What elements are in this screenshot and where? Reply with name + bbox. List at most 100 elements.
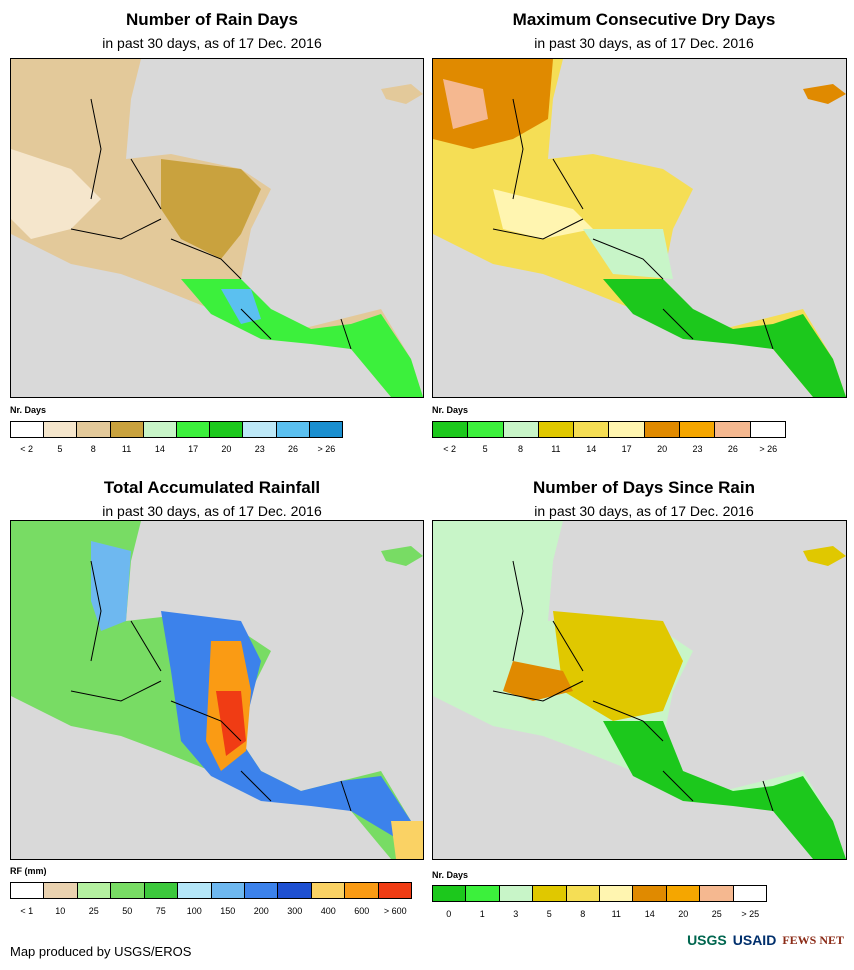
legend-tick-label: 20 <box>221 444 232 454</box>
days-since-rain-map <box>432 520 847 860</box>
yellow-region <box>391 821 423 859</box>
rain-days-map <box>10 58 424 398</box>
legend-tick-label: 1 <box>479 909 485 919</box>
legend-swatch <box>309 422 343 437</box>
legend-tick-label: 75 <box>155 906 166 916</box>
borders <box>492 98 774 350</box>
legend-tick-label: 100 <box>186 906 202 916</box>
legend-swatch <box>499 886 534 901</box>
legend-swatch <box>77 883 112 898</box>
legend-unit: RF (mm) <box>10 866 47 876</box>
legend-tick-label: 5 <box>57 444 63 454</box>
dry-days-map-svg <box>433 59 846 397</box>
land-mass <box>433 59 846 397</box>
legend-tick-label: 17 <box>621 444 632 454</box>
islands <box>381 546 423 566</box>
panel-subtitle: in past 30 days, as of 17 Dec. 2016 <box>102 35 322 51</box>
logo-strip: USGS USAID FEWS NET <box>687 932 844 948</box>
islands <box>381 84 423 104</box>
legend-ticks: < 1 10 25 50 75 100 150 200 300 400 600 > 600 <box>10 906 412 920</box>
legend-tick-label: 300 <box>287 906 303 916</box>
legend-tick-label: < 1 <box>20 906 34 916</box>
legend-tick-label: 3 <box>513 909 519 919</box>
legend-tick-label: 14 <box>154 444 165 454</box>
legend-swatch <box>566 886 601 901</box>
legend-swatch <box>378 883 412 898</box>
panel-total-rainfall: Total Accumulated Rainfall in past 30 da… <box>0 468 424 918</box>
legend-swatch <box>11 883 45 898</box>
panel-subtitle: in past 30 days, as of 17 Dec. 2016 <box>102 503 322 519</box>
borders <box>492 560 774 812</box>
legend-tick-label: < 2 <box>443 444 457 454</box>
legend-tick-label: 8 <box>90 444 96 454</box>
wet-region <box>181 279 423 397</box>
legend-tick-label: > 600 <box>383 906 407 916</box>
legend-bar <box>10 882 412 899</box>
panel-title: Maximum Consecutive Dry Days <box>512 10 776 29</box>
legend-tick-label: 20 <box>678 909 689 919</box>
legend-tick-label: 8 <box>517 444 524 454</box>
legend-swatch <box>143 422 178 437</box>
legend-tick-label: 23 <box>692 444 703 454</box>
legend-tick-label: 11 <box>121 444 132 454</box>
legend-tick-label: 8 <box>580 909 586 919</box>
legend-swatch <box>44 422 78 437</box>
legend-tick-label: 400 <box>320 906 336 916</box>
legend-swatch <box>177 422 211 437</box>
legend-swatch <box>574 422 610 437</box>
legend-tick-label: 0 <box>446 909 452 919</box>
legend-tick-label: 25 <box>88 906 99 916</box>
legend-swatch <box>503 422 539 437</box>
legend-bar <box>10 421 343 438</box>
legend-tick-label: 11 <box>611 909 621 919</box>
legend-swatch <box>700 886 734 901</box>
total-rainfall-map-svg <box>11 521 423 859</box>
legend-swatch <box>600 886 634 901</box>
legend-swatch <box>110 422 144 437</box>
dry-region-orange <box>433 59 553 149</box>
legend-tick-label: 14 <box>644 909 655 919</box>
legend-bar <box>432 885 767 902</box>
legend-swatch <box>111 883 145 898</box>
wet-region <box>603 279 846 397</box>
highland-region <box>161 159 261 259</box>
legend-ticks: 0 1 3 5 8 11 14 20 25 > 25 <box>432 909 767 923</box>
usaid-logo: USAID <box>732 932 777 948</box>
legend-swatch <box>644 422 681 437</box>
legend-ticks: < 2 5 8 11 14 17 20 23 26 > 26 <box>432 444 786 458</box>
legend-swatch <box>680 422 716 437</box>
panel-title: Total Accumulated Rainfall <box>103 478 321 497</box>
panel-subtitle: in past 30 days, as of 17 Dec. 2016 <box>534 35 754 51</box>
panel-rain-days: Number of Rain Days in past 30 days, as … <box>0 0 424 454</box>
legend-tick-label: > 26 <box>317 444 336 454</box>
borders <box>70 560 352 812</box>
very-wet-region <box>221 289 261 324</box>
legend-tick-label: > 25 <box>741 909 760 919</box>
legend-tick-label: 14 <box>586 444 597 454</box>
legend-unit: Nr. Days <box>10 405 47 415</box>
legend-tick-label: 25 <box>711 909 722 919</box>
legend-tick-label: 10 <box>55 906 66 916</box>
fews-net-logo: FEWS NET <box>782 932 844 947</box>
legend-swatch <box>11 422 45 437</box>
legend-bar <box>432 421 786 438</box>
yellow-region <box>553 611 683 721</box>
legend-tick-label: > 26 <box>759 444 778 454</box>
legend-swatch <box>211 883 245 898</box>
legend-tick-label: 5 <box>482 444 488 454</box>
islands <box>803 546 846 566</box>
panel-dry-days: Maximum Consecutive Dry Days in past 30 … <box>424 0 848 454</box>
rain-days-map-svg <box>11 59 423 397</box>
panel-days-since-rain: Number of Days Since Rain in past 30 day… <box>424 468 848 919</box>
legend-swatch <box>538 422 575 437</box>
dry-region-peach <box>443 79 488 129</box>
blue-region <box>91 541 131 631</box>
usgs-logo: USGS <box>687 932 727 948</box>
legend-swatch <box>468 422 504 437</box>
legend-swatch <box>244 883 279 898</box>
dry-days-map <box>432 58 847 398</box>
legend-swatch <box>609 422 645 437</box>
legend-tick-label: 26 <box>727 444 738 454</box>
legend-tick-label: 5 <box>546 909 552 919</box>
legend-tick-label: 23 <box>254 444 265 454</box>
